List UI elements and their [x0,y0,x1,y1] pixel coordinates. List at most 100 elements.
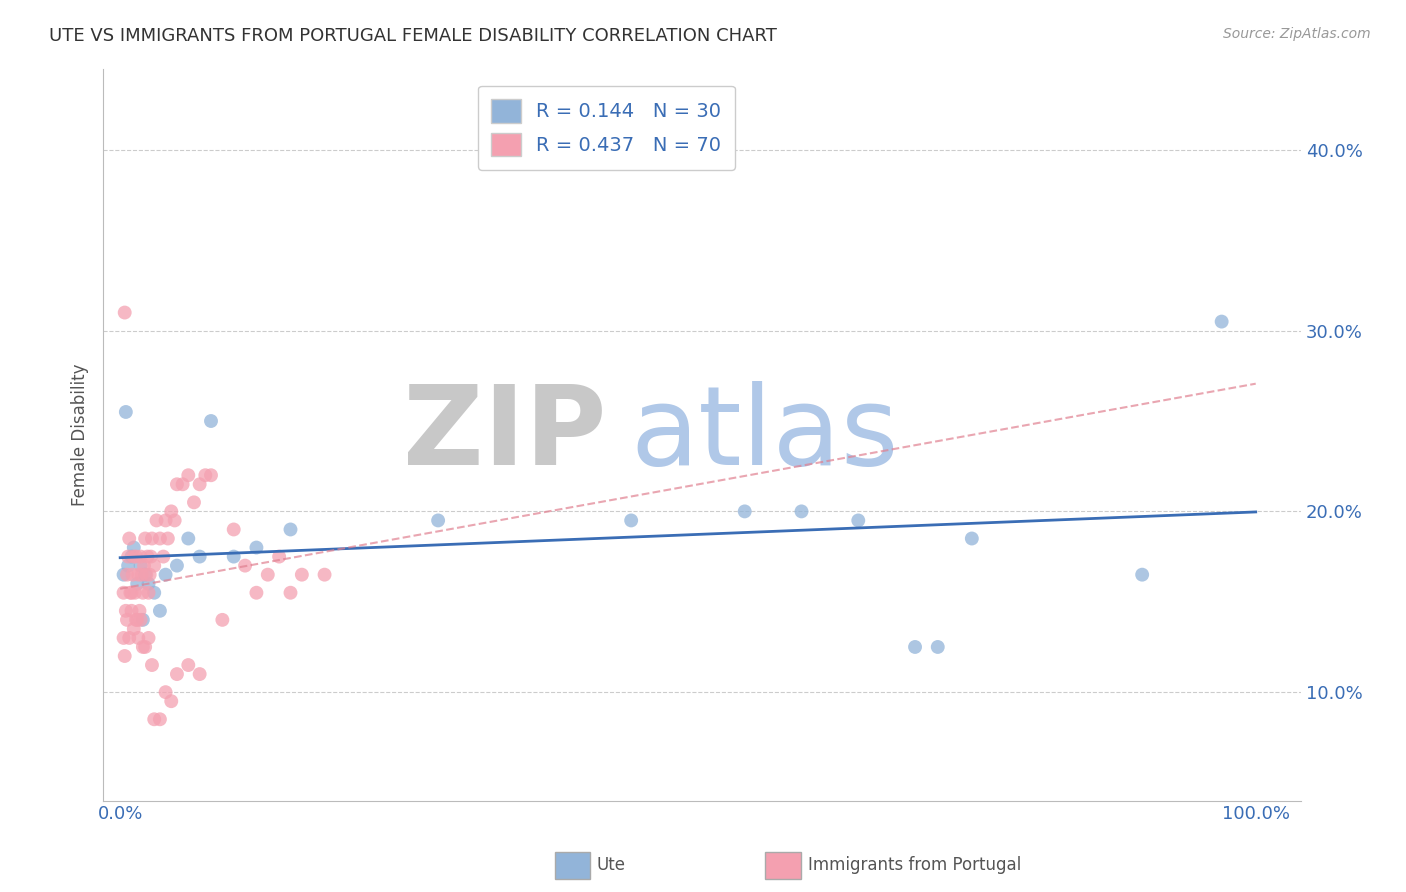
Point [114,648,136,663]
Point [135,567,157,582]
Point [155,567,177,582]
Point [143,558,166,573]
Point [131,567,153,582]
Point [129,549,152,564]
Point [160,694,183,708]
Legend: R = 0.144   N = 30, R = 0.437   N = 70: R = 0.144 N = 30, R = 0.437 N = 70 [478,86,735,170]
Point [127,567,149,582]
Point [177,658,200,673]
Point [194,468,217,483]
Point [134,532,156,546]
Point [129,558,152,573]
Point [115,613,138,627]
Point [117,549,139,564]
Point [115,604,138,618]
Point [141,532,163,546]
Point [132,640,155,654]
Point [143,712,166,726]
Point [122,549,145,564]
Point [172,477,194,491]
Point [132,613,155,627]
Point [155,513,177,527]
Point [200,468,222,483]
Text: ZIP: ZIP [404,381,606,488]
Point [114,305,136,319]
Point [188,667,211,681]
Point [141,658,163,673]
Text: UTE VS IMMIGRANTS FROM PORTUGAL FEMALE DISABILITY CORRELATION CHART: UTE VS IMMIGRANTS FROM PORTUGAL FEMALE D… [49,27,778,45]
Point [245,541,267,555]
Point [149,712,172,726]
Point [139,549,162,564]
Point [1130,567,1153,582]
Point [145,513,167,527]
Point [115,567,138,582]
Text: atlas: atlas [630,381,898,488]
Point [160,504,183,518]
Point [177,532,200,546]
Point [155,685,177,699]
Point [280,523,302,537]
Point [149,604,172,618]
Point [127,631,149,645]
Point [291,567,314,582]
Point [112,586,135,600]
Point [120,586,142,600]
Point [846,513,869,527]
Point [136,549,159,564]
Point [138,631,160,645]
Point [117,558,139,573]
Point [122,622,145,636]
Point [166,477,188,491]
Point [112,631,135,645]
Text: Source: ZipAtlas.com: Source: ZipAtlas.com [1223,27,1371,41]
Point [138,576,160,591]
Point [112,567,135,582]
Point [280,586,302,600]
Point [269,549,291,564]
Point [121,586,143,600]
Point [734,504,756,518]
Point [118,631,141,645]
Point [125,613,148,627]
Point [152,549,174,564]
Point [960,532,983,546]
Point [129,613,152,627]
Point [134,567,156,582]
Point [143,586,166,600]
Point [134,640,156,654]
Point [132,558,155,573]
Point [121,549,143,564]
Point [128,604,150,618]
Point [121,604,143,618]
Point [183,495,205,509]
Point [156,532,179,546]
Point [188,477,211,491]
Point [118,532,141,546]
Point [314,567,336,582]
Y-axis label: Female Disability: Female Disability [72,363,89,506]
Point [138,567,160,582]
Point [166,558,188,573]
Point [166,667,188,681]
Point [222,549,245,564]
Point [149,532,172,546]
Point [620,513,643,527]
Point [127,576,149,591]
Point [177,468,200,483]
Point [163,513,186,527]
Point [115,405,138,419]
Point [222,523,245,537]
Point [188,549,211,564]
Point [121,567,143,582]
Point [200,414,222,428]
Point [427,513,450,527]
Point [233,558,256,573]
Point [211,613,233,627]
Point [122,541,145,555]
Point [138,586,160,600]
Point [132,586,155,600]
Point [904,640,927,654]
Point [256,567,278,582]
Point [790,504,813,518]
